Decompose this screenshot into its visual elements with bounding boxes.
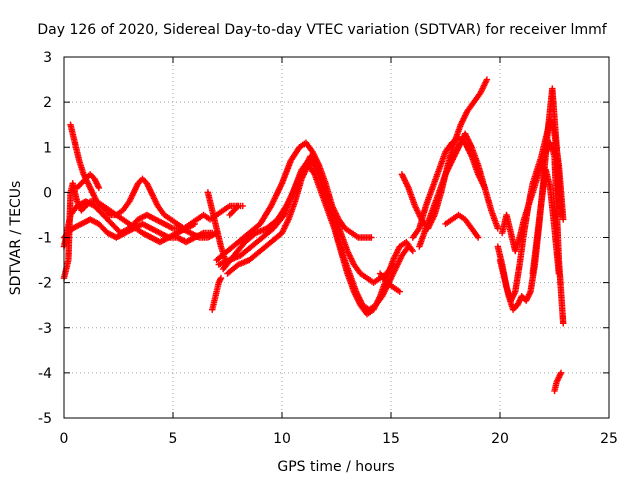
- data-point: [239, 202, 246, 210]
- series-s21: [529, 166, 563, 277]
- y-tick-label: 1: [43, 140, 52, 156]
- x-tick-label: 5: [169, 431, 178, 447]
- data-point: [95, 184, 103, 192]
- y-tick-label: -5: [38, 411, 52, 427]
- data-point: [409, 247, 416, 255]
- data-point: [475, 234, 482, 241]
- data-point: [557, 369, 565, 377]
- x-tick-label: 15: [382, 431, 400, 447]
- x-tick-label: 10: [273, 431, 291, 447]
- series-s5: [73, 171, 103, 192]
- x-tick-label: 25: [600, 431, 618, 447]
- y-tick-label: -2: [38, 276, 52, 292]
- ticks-layer: 0 5 10 15 20 25 -5 -4 -3 -2 -1 0 1 2 3: [38, 50, 618, 447]
- series-s12: [226, 202, 246, 219]
- data-point: [494, 225, 502, 232]
- data-point: [209, 229, 216, 237]
- series-s2: [60, 216, 216, 246]
- series-s7: [209, 274, 225, 313]
- series-s3: [60, 180, 198, 282]
- y-tick-label: 2: [43, 95, 52, 111]
- data-point: [560, 216, 567, 223]
- data-point: [368, 234, 375, 241]
- y-tick-label: 3: [43, 50, 52, 66]
- series-s11: [224, 162, 416, 318]
- series-s9: [215, 157, 397, 286]
- marks-layer: [60, 76, 567, 395]
- x-tick-label: 0: [60, 431, 69, 447]
- y-tick-label: 0: [43, 185, 52, 201]
- data-point: [217, 274, 225, 282]
- data-point: [396, 288, 403, 295]
- y-axis-title: SDTVAR / TECUs: [8, 181, 24, 296]
- series-s13: [376, 270, 403, 295]
- y-tick-label: -4: [38, 366, 52, 382]
- chart-title: Day 126 of 2020, Sidereal Day-to-day VTE…: [37, 22, 607, 38]
- x-tick-label: 20: [491, 431, 509, 447]
- series-s20: [498, 139, 567, 327]
- data-point: [483, 76, 491, 83]
- x-axis-title: GPS time / hours: [277, 459, 394, 475]
- y-tick-label: -1: [38, 231, 52, 247]
- series-s22: [551, 369, 565, 395]
- series-s17: [442, 211, 482, 241]
- data-point: [560, 320, 567, 327]
- series-s16: [416, 130, 502, 250]
- y-tick-label: -3: [38, 321, 52, 337]
- data-point: [555, 270, 563, 277]
